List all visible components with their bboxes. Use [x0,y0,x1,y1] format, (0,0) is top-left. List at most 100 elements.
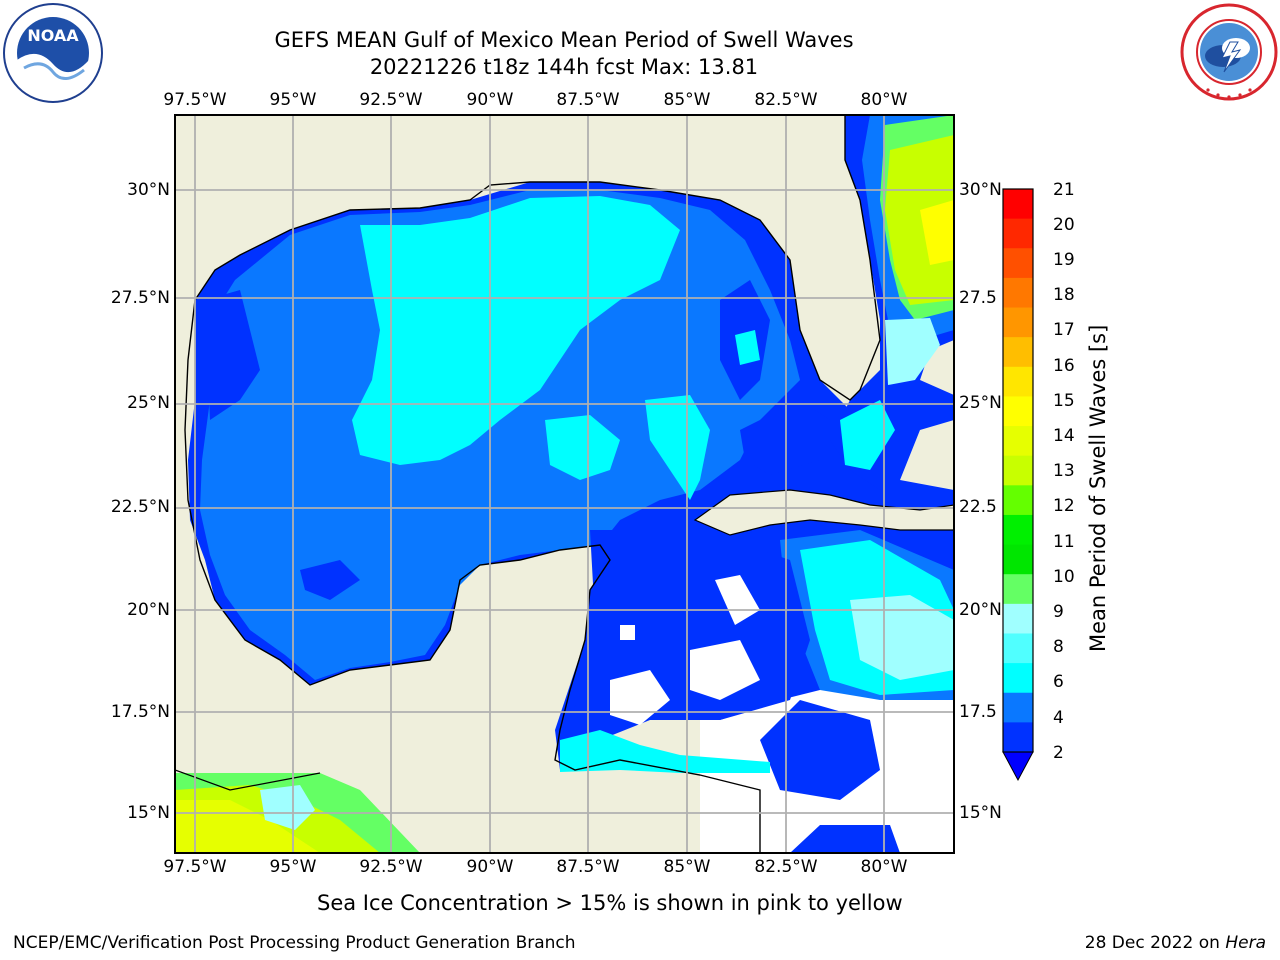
lon-label-top: 82.5°W [754,90,818,110]
colorbar-segment [1003,455,1033,486]
caribbean-deep-blue-south [760,700,880,800]
lon-label-top: 80°W [860,90,908,110]
caribbean-deep-blue-dot [805,775,825,790]
caribbean-deep-blue-bottom [790,825,900,853]
caribbean-light-cyan [850,595,954,680]
nws-logo [1180,3,1278,101]
colorbar-segment [1003,633,1033,664]
colorbar-tick: 21 [1053,180,1075,200]
colorbar-tick: 9 [1053,602,1064,622]
footer-date-text: 28 Dec 2022 on [1084,933,1226,953]
colorbar-segment [1003,485,1033,516]
lon-label-top: 87.5°W [556,90,620,110]
colorbar-title: Mean Period of Swell Waves [s] [1086,324,1110,652]
chart-subtitle: 20221226 t18z 144h fcst Max: 13.81 [369,55,759,79]
colorbar-tick: 13 [1053,461,1075,481]
colorbar-tick: 6 [1053,672,1064,692]
colorbar-tick: 17 [1053,320,1075,340]
lat-label-left: 17.5°N [110,702,170,722]
lon-label-bottom: 92.5°W [359,857,423,877]
lon-label-bottom: 97.5°W [163,857,227,877]
ocean-cyan-core [352,196,680,465]
colorbar-segment [1003,248,1033,279]
colorbar-segment [1003,603,1033,634]
gulf-south-coastline [184,299,761,853]
colorbar-tick: 10 [1053,567,1075,587]
colorbar-segment [1003,277,1033,309]
lon-label-top: 95°W [269,90,317,110]
ocean-deep-blue-west [205,290,260,420]
colorbar-segment [1003,396,1033,427]
pacific-light-cyan [260,785,315,830]
map-frame [174,114,955,854]
ocean-mid-blue [200,190,800,680]
lat-label-left: 25°N [127,393,170,413]
colorbar-segment [1003,307,1033,338]
colorbar-segment [1003,514,1033,546]
lon-label-bottom: 90°W [466,857,514,877]
colorbar-segment [1003,574,1033,605]
colorbar-frame [1002,188,1034,753]
colorbar-tick: 4 [1053,708,1064,728]
footer-machine: Hera [1225,933,1266,953]
colorbar-tick: 16 [1053,356,1075,376]
colorbar-segment [1003,722,1033,753]
ocean-cyan-patch-1 [545,415,620,480]
ocean-cyan-patch-3 [735,330,760,365]
chart-title: GEFS MEAN Gulf of Mexico Mean Period of … [274,28,854,52]
atlantic-light-cyan [885,318,940,385]
missing-data-patch-3 [715,575,760,625]
lon-label-bottom: 80°W [860,857,908,877]
footer-branch: NCEP/EMC/Verification Post Processing Pr… [13,933,576,953]
lat-label-right: 20°N [959,600,1002,620]
noaa-logo: NOAA [3,3,103,103]
colorbar-tick: 14 [1053,426,1075,446]
colorbar-tick: 20 [1053,215,1075,235]
atlantic-yellow [920,200,954,265]
florida-straits-cyan [840,400,895,470]
colorbar-extend-triangle [1002,751,1034,782]
ocean-cyan-patch-2 [645,395,710,500]
lon-label-top: 97.5°W [163,90,227,110]
colorbar-segment [1003,426,1033,457]
lon-label-top: 85°W [663,90,711,110]
gulf-north-coastline [194,115,881,401]
colorbar-segment [1003,337,1033,368]
colorbar [1002,188,1034,782]
colorbar-tick: 18 [1053,285,1075,305]
colorbar-segment [1003,366,1033,397]
colorbar-tick: 8 [1053,637,1064,657]
colorbar-segment [1003,663,1033,694]
cuba-land [693,489,954,536]
colorbar-tick: 19 [1053,250,1075,270]
nws-ring-stars [1206,88,1252,99]
missing-data-patch-2 [690,640,760,700]
colorbar-segment [1003,189,1033,220]
colorbar-tick: 11 [1053,532,1075,552]
lon-label-bottom: 95°W [269,857,317,877]
lon-label-bottom: 87.5°W [556,857,620,877]
lat-label-left: 27.5°N [110,288,170,308]
lat-label-left: 15°N [127,803,170,823]
ocean-deep-blue-southeast [740,400,830,475]
lat-label-right: 15°N [959,803,1002,823]
lat-label-left: 22.5°N [110,497,170,517]
lat-label-right: 27.5 [959,288,997,308]
lat-label-right: 25°N [959,393,1002,413]
lon-label-bottom: 85°W [663,857,711,877]
sea-ice-note: Sea Ice Concentration > 15% is shown in … [317,891,903,915]
lat-label-right: 22.5 [959,497,997,517]
lat-label-right: 30°N [959,180,1002,200]
colorbar-tick: 15 [1053,391,1075,411]
map-gridlines [175,115,954,853]
ocean-deep-blue-patch [300,560,360,600]
lon-label-top: 92.5°W [359,90,423,110]
lat-label-left: 30°N [127,180,170,200]
lon-label-bottom: 82.5°W [754,857,818,877]
lat-label-right: 17.5 [959,702,997,722]
footer-date: 28 Dec 2022 on Hera [1085,933,1266,953]
lat-label-left: 20°N [127,600,170,620]
colorbar-segment [1003,544,1033,575]
colorbar-segment [1003,218,1033,249]
